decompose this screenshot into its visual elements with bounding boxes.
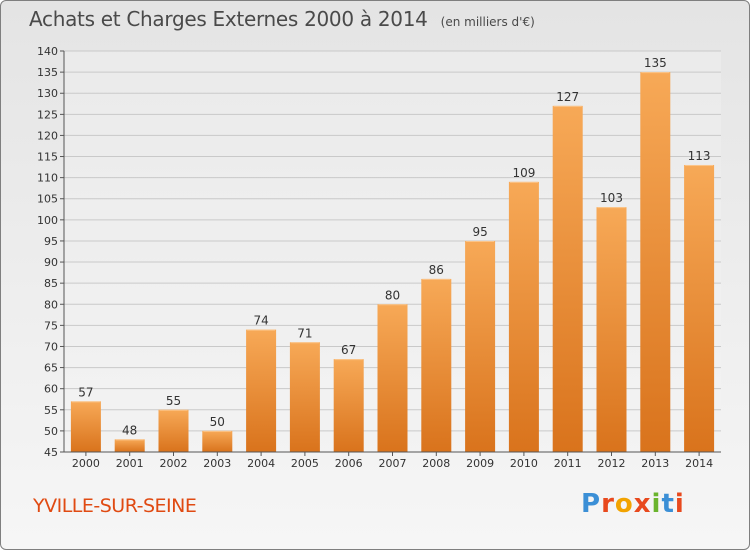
brand-letter: x [633,489,652,519]
data-label: 86 [429,263,444,277]
axes: 45 50 55 60 65 70 75 80 85 90 95 100 105 110 115 120 125… [37,45,721,470]
y-tick-label: 60 [44,383,58,396]
brand-letter: t [661,489,675,519]
y-tick-label: 45 [44,446,58,459]
y-tick-label: 50 [44,425,58,438]
x-tick-label: 2002 [160,457,188,470]
data-label: 109 [512,166,535,180]
y-tick-label: 135 [37,66,58,79]
brand-letter: r [601,489,615,519]
bar [202,430,233,452]
x-tick-label: 2012 [598,457,626,470]
chart-title-block: Achats et Charges Externes 2000 à 2014 (… [29,7,535,31]
place-name: YVILLE-SUR-SEINE [33,495,197,517]
y-tick-label: 115 [37,151,58,164]
chart-title: Achats et Charges Externes 2000 à 2014 [29,7,428,31]
x-tick-label: 2010 [510,457,538,470]
x-tick-label: 2004 [247,457,275,470]
bar [596,207,627,452]
labels: 57 48 55 50 74 71 67 80 86 95 109 127 103 135 113 [78,56,710,437]
x-tick-label: 2001 [116,457,144,470]
data-label: 135 [644,56,667,70]
brand-letter: i [674,489,685,519]
y-tick-label: 70 [44,340,58,353]
data-label: 50 [210,415,225,429]
bars [70,72,715,453]
brand-letter: o [614,489,634,519]
x-tick-label: 2014 [685,457,713,470]
x-tick-label: 2003 [203,457,231,470]
bar [70,401,101,452]
data-label: 127 [556,90,579,104]
bar [246,329,277,452]
data-label: 95 [472,225,487,239]
y-tick-label: 105 [37,193,58,206]
y-tick-label: 85 [44,277,58,290]
y-tick-label: 95 [44,235,58,248]
chart-unit: (en milliers d'€) [440,15,535,29]
bar [289,342,320,452]
data-label: 67 [341,343,356,357]
bar [640,72,671,453]
data-label: 80 [385,288,400,302]
x-tick-label: 2000 [72,457,100,470]
data-label: 55 [166,394,181,408]
y-tick-label: 55 [44,404,58,417]
bar [377,304,408,452]
y-tick-label: 110 [37,172,58,185]
data-label: 74 [253,314,268,328]
data-label: 103 [600,191,623,205]
x-tick-label: 2006 [335,457,363,470]
data-label: 71 [297,326,312,340]
x-tick-label: 2007 [379,457,407,470]
x-tick-label: 2009 [466,457,494,470]
x-tick-label: 2013 [641,457,669,470]
y-tick-label: 100 [37,214,58,227]
y-tick-label: 140 [37,45,58,58]
bar [333,359,364,452]
bar [421,278,452,452]
y-tick-label: 80 [44,298,58,311]
bar [684,164,715,452]
brand-letter: i [651,489,662,519]
y-tick-label: 90 [44,256,58,269]
bar [465,240,496,452]
data-label: 113 [688,149,711,163]
brand-letter: P [581,489,602,519]
data-label: 48 [122,423,137,437]
y-tick-label: 125 [37,108,58,121]
x-tick-label: 2008 [422,457,450,470]
x-tick-label: 2005 [291,457,319,470]
bar [114,439,145,452]
bar [158,409,189,452]
bar [552,105,583,452]
bar [508,181,539,452]
y-tick-label: 130 [37,87,58,100]
x-tick-label: 2011 [554,457,582,470]
y-tick-label: 65 [44,362,58,375]
brand-logo: Proxiti [581,489,685,519]
data-label: 57 [78,385,93,399]
y-tick-label: 120 [37,129,58,142]
y-tick-label: 75 [44,319,58,332]
